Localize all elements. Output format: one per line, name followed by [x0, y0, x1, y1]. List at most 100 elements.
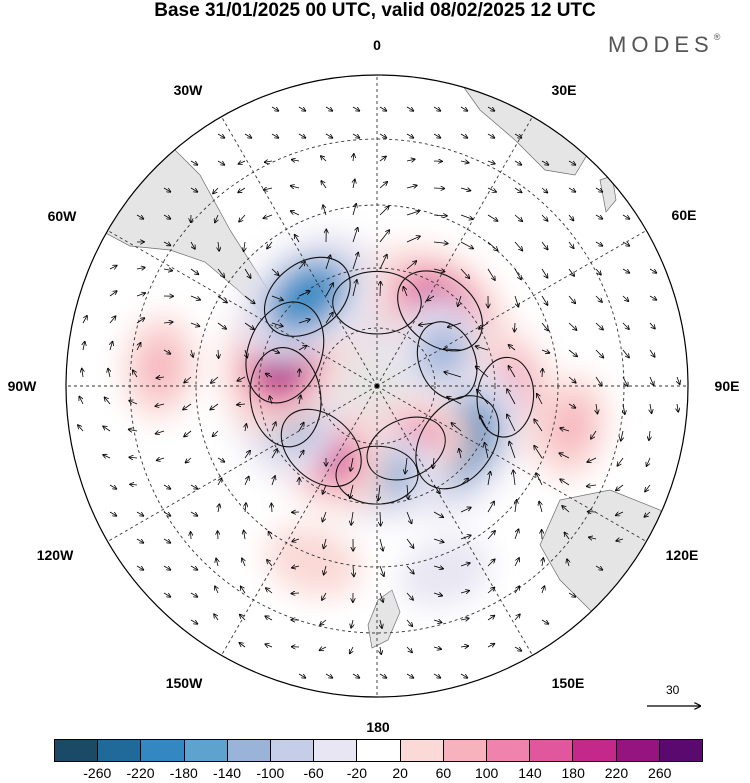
wind-vector	[568, 241, 574, 248]
wind-vector	[265, 644, 273, 647]
wind-vector	[485, 443, 489, 459]
wind-vector	[214, 614, 219, 621]
wind-vector	[541, 619, 548, 624]
wind-vector	[292, 160, 300, 161]
wind-vector	[83, 342, 85, 351]
wind-vector	[109, 266, 117, 269]
wind-vector	[433, 215, 447, 216]
wind-vector	[596, 403, 597, 414]
wind-vector	[218, 478, 222, 486]
wind-vector	[109, 316, 116, 324]
wind-vector	[271, 422, 276, 432]
wind-vector	[568, 214, 574, 220]
wind-vector	[244, 241, 245, 251]
height-contour	[249, 347, 322, 448]
wind-vector	[380, 619, 382, 628]
wind-vector	[406, 261, 416, 270]
wind-vector	[460, 241, 473, 249]
wind-vector	[595, 349, 603, 358]
wind-vector	[242, 558, 245, 567]
wind-vector	[292, 539, 300, 542]
wind-vector	[136, 538, 143, 543]
negative-anomaly	[277, 269, 338, 325]
height-contour	[397, 270, 483, 352]
wind-vector	[271, 322, 283, 326]
wind-vector	[447, 397, 462, 405]
wind-vector	[649, 322, 655, 329]
wind-vector	[350, 457, 353, 471]
wind-vector	[406, 211, 419, 216]
wind-vector	[568, 592, 575, 597]
wind-vector	[321, 181, 327, 189]
wind-vector	[130, 484, 138, 485]
wind-vector	[406, 159, 415, 161]
positive-anomaly	[279, 535, 347, 588]
wind-vector	[239, 643, 246, 648]
wind-vector	[298, 319, 310, 324]
wind-vector	[352, 253, 358, 270]
wind-vector	[271, 268, 279, 275]
colorbar-swatch	[98, 740, 142, 761]
colorbar-tick-label: 20	[392, 765, 408, 781]
wind-vector	[509, 442, 516, 459]
modes-logo: MODES®	[608, 32, 720, 58]
brand-name: MODES	[608, 32, 714, 57]
wind-vector	[587, 457, 597, 462]
wind-vector	[238, 187, 246, 192]
wind-vector	[406, 673, 413, 678]
wind-vector	[237, 404, 246, 405]
wind-vector	[487, 616, 494, 621]
wind-vector	[514, 133, 521, 138]
wind-vector	[406, 106, 413, 111]
wind-vector	[616, 512, 624, 515]
wind-vector	[460, 673, 467, 678]
wind-vector	[568, 349, 577, 356]
wind-vector	[379, 156, 386, 162]
wind-vector	[325, 106, 332, 111]
wind-vector	[649, 376, 654, 385]
wind-vector	[433, 620, 442, 623]
wind-vector	[587, 485, 597, 486]
wind-vector	[267, 241, 273, 248]
height-contour	[280, 408, 362, 488]
wind-vector	[542, 586, 544, 594]
wind-vector	[325, 313, 333, 324]
wind-vector	[218, 504, 219, 513]
wind-vector	[352, 106, 359, 111]
wind-vector	[323, 205, 326, 216]
wind-vector	[217, 160, 224, 165]
lon-label-0: 0	[373, 37, 381, 53]
wind-vector	[184, 430, 192, 437]
wind-vector	[541, 187, 547, 193]
wind-vector	[542, 558, 543, 567]
colorbar-tick-label: -220	[126, 765, 155, 781]
wind-vector	[622, 268, 629, 273]
south-pole-marker	[375, 384, 379, 388]
wind-vector	[245, 424, 246, 432]
wind-vector	[567, 559, 569, 567]
wind-vector	[291, 186, 300, 188]
wind-vector	[245, 503, 246, 513]
wind-vector	[216, 558, 218, 567]
wind-vector	[190, 322, 200, 326]
wind-vector	[136, 268, 145, 269]
wind-vector	[129, 401, 138, 405]
lon-label-90e: 90E	[714, 378, 740, 394]
wind-vector	[136, 343, 141, 351]
wind-vector	[622, 322, 629, 329]
wind-vector	[190, 565, 197, 570]
meridian-line	[221, 116, 378, 387]
wind-vector	[163, 511, 170, 516]
wind-vector	[622, 214, 629, 219]
wind-vector	[379, 538, 383, 551]
height-contour	[263, 256, 351, 337]
wind-vector	[265, 616, 273, 621]
wind-vector	[536, 473, 543, 486]
wind-vector	[240, 615, 246, 621]
wind-vector	[616, 539, 624, 541]
wind-vector	[163, 484, 170, 489]
wind-vector	[353, 154, 354, 162]
wind-vector	[271, 350, 279, 353]
wind-vector	[595, 295, 602, 302]
